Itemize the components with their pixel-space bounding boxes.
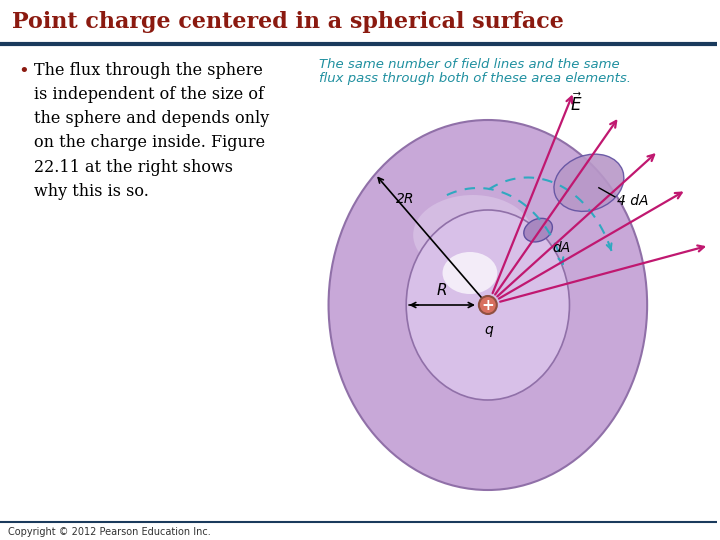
Ellipse shape — [554, 154, 624, 211]
Text: dA: dA — [552, 241, 570, 255]
Text: 4 dA: 4 dA — [617, 194, 648, 208]
Ellipse shape — [523, 218, 552, 242]
Ellipse shape — [443, 252, 498, 294]
Ellipse shape — [413, 195, 533, 275]
Ellipse shape — [406, 210, 570, 400]
Text: flux pass through both of these area elements.: flux pass through both of these area ele… — [318, 72, 631, 85]
Circle shape — [479, 296, 497, 314]
Ellipse shape — [328, 120, 647, 490]
Text: $\vec{E}$: $\vec{E}$ — [570, 92, 583, 114]
Text: Copyright © 2012 Pearson Education Inc.: Copyright © 2012 Pearson Education Inc. — [8, 527, 211, 537]
Text: The flux through the sphere
is independent of the size of
the sphere and depends: The flux through the sphere is independe… — [34, 62, 269, 200]
Text: q: q — [485, 323, 493, 337]
Text: R: R — [437, 283, 447, 298]
Text: •: • — [18, 62, 29, 80]
Text: Point charge centered in a spherical surface: Point charge centered in a spherical sur… — [12, 11, 564, 33]
Text: +: + — [482, 299, 494, 314]
Text: 2R: 2R — [396, 192, 414, 206]
Text: The same number of field lines and the same: The same number of field lines and the s… — [318, 58, 619, 71]
